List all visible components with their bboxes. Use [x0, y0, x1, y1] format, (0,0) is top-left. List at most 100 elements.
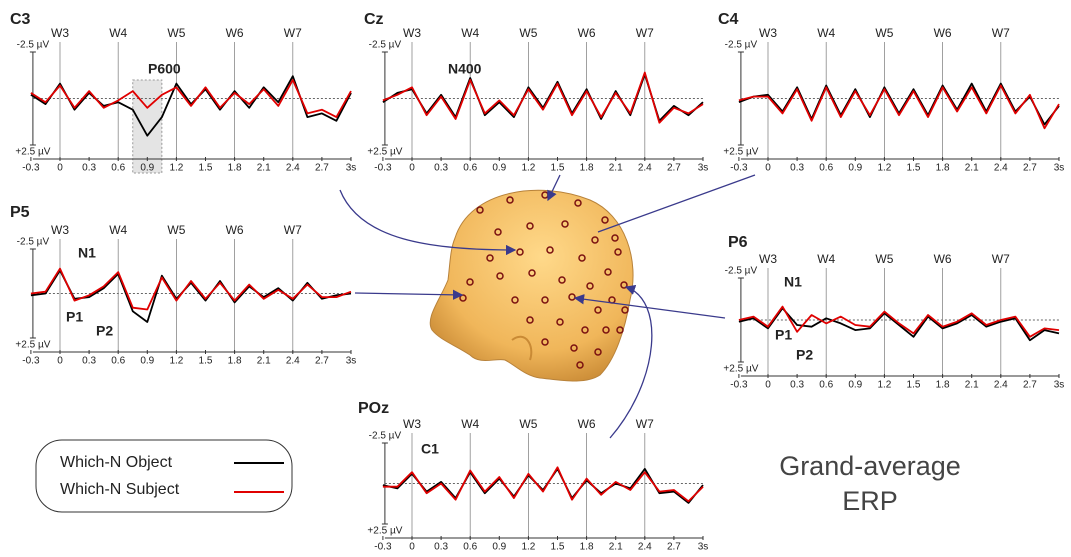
word-marker-label: W6 [578, 417, 596, 431]
x-tick-label: 0.3 [82, 163, 96, 174]
x-tick-label: -0.3 [22, 356, 40, 367]
x-tick-label: 2.1 [257, 163, 271, 174]
x-tick-label: 0.6 [819, 380, 833, 391]
x-tick-label: 2.1 [965, 163, 979, 174]
caption: ERP [842, 486, 898, 516]
x-tick-label: 1.8 [580, 163, 594, 174]
x-tick-label: 2.4 [638, 163, 652, 174]
x-tick-label: 2.4 [286, 356, 300, 367]
x-tick-label: 0.6 [463, 542, 477, 553]
panel-title: POz [358, 400, 389, 417]
x-tick-label: 0.3 [82, 356, 96, 367]
x-tick-label: 0.9 [848, 163, 862, 174]
word-marker-label: W6 [226, 223, 244, 237]
x-tick-label: 0 [765, 380, 771, 391]
erp-panel: POz-2.5 µV+2.5 µVW3W4W5W6W7-0.300.30.60.… [358, 400, 708, 552]
arrow [598, 175, 755, 232]
y-tick-label: +2.5 µV [15, 147, 50, 158]
word-marker-label: W3 [51, 223, 69, 237]
legend-label: Which-N Subject [60, 481, 180, 498]
word-marker-label: W6 [226, 26, 244, 40]
component-label: P2 [796, 347, 813, 363]
x-tick-label: 1.8 [228, 356, 242, 367]
x-tick-label: 0.9 [848, 380, 862, 391]
legend-box [36, 440, 292, 512]
word-marker-label: W4 [109, 223, 127, 237]
figure: Which-N Object Which-N Subject Grand-ave… [0, 0, 1071, 557]
x-tick-label: 0 [409, 542, 415, 553]
erp-waveform [739, 86, 1059, 129]
word-marker-label: W5 [167, 223, 185, 237]
x-tick-label: 1.5 [907, 380, 921, 391]
x-tick-label: 2.7 [1023, 380, 1037, 391]
x-tick-label: 1.5 [199, 163, 213, 174]
y-tick-label: -2.5 µV [725, 40, 758, 51]
erp-waveform [31, 269, 351, 310]
x-tick-label: 1.2 [169, 356, 183, 367]
x-tick-label: 1.8 [228, 163, 242, 174]
x-tick-label: 1.2 [877, 163, 891, 174]
x-tick-label: 0 [57, 356, 63, 367]
x-tick-label: 1.2 [877, 380, 891, 391]
x-tick-label: -0.3 [730, 163, 748, 174]
x-tick-label: 1.8 [936, 163, 950, 174]
word-marker-label: W3 [759, 252, 777, 266]
word-marker-label: W7 [636, 417, 654, 431]
y-tick-label: +2.5 µV [15, 340, 50, 351]
x-tick-label: 1.5 [551, 542, 565, 553]
x-tick-label: -0.3 [374, 163, 392, 174]
legend-label: Which-N Object [60, 454, 173, 471]
word-marker-label: W4 [109, 26, 127, 40]
word-marker-label: W5 [875, 252, 893, 266]
x-tick-label: 0.9 [140, 163, 154, 174]
word-marker-label: W3 [759, 26, 777, 40]
x-tick-label: 1.5 [199, 356, 213, 367]
x-tick-label: 2.1 [609, 542, 623, 553]
x-tick-label: 2.7 [315, 356, 329, 367]
x-tick-label: 3s [1054, 163, 1065, 174]
x-tick-label: 2.4 [994, 163, 1008, 174]
y-tick-label: -2.5 µV [369, 431, 402, 442]
x-tick-label: 2.4 [994, 380, 1008, 391]
panel-title: P5 [10, 204, 30, 221]
word-marker-label: W5 [167, 26, 185, 40]
caption: Grand-average [779, 451, 961, 481]
x-tick-label: 3s [698, 163, 709, 174]
x-tick-label: 1.5 [551, 163, 565, 174]
x-tick-label: 1.8 [936, 380, 950, 391]
erp-waveform [31, 80, 351, 117]
x-tick-label: 3s [698, 542, 709, 553]
word-marker-label: W6 [934, 252, 952, 266]
x-tick-label: -0.3 [22, 163, 40, 174]
x-tick-label: 3s [346, 163, 357, 174]
y-tick-label: -2.5 µV [17, 237, 50, 248]
panel-title: Cz [364, 11, 384, 28]
component-label: P600 [148, 61, 181, 77]
word-marker-label: W7 [284, 26, 302, 40]
component-label: C1 [421, 441, 439, 457]
component-label: N1 [784, 274, 802, 290]
x-tick-label: 0.6 [111, 356, 125, 367]
x-tick-label: 0.3 [434, 163, 448, 174]
word-marker-label: W5 [875, 26, 893, 40]
x-tick-label: 0 [409, 163, 415, 174]
word-marker-label: W3 [403, 26, 421, 40]
word-marker-label: W5 [519, 26, 537, 40]
x-tick-label: -0.3 [374, 542, 392, 553]
x-tick-label: 2.7 [1023, 163, 1037, 174]
x-tick-label: 1.5 [907, 163, 921, 174]
x-tick-label: 0.3 [790, 163, 804, 174]
x-tick-label: 1.2 [521, 163, 535, 174]
x-tick-label: -0.3 [730, 380, 748, 391]
word-marker-label: W3 [51, 26, 69, 40]
x-tick-label: 2.7 [667, 542, 681, 553]
x-tick-label: 0.6 [463, 163, 477, 174]
x-tick-label: 0.6 [111, 163, 125, 174]
y-tick-label: +2.5 µV [723, 147, 758, 158]
word-marker-label: W4 [817, 26, 835, 40]
x-tick-label: 1.8 [580, 542, 594, 553]
panel-title: C3 [10, 11, 31, 28]
